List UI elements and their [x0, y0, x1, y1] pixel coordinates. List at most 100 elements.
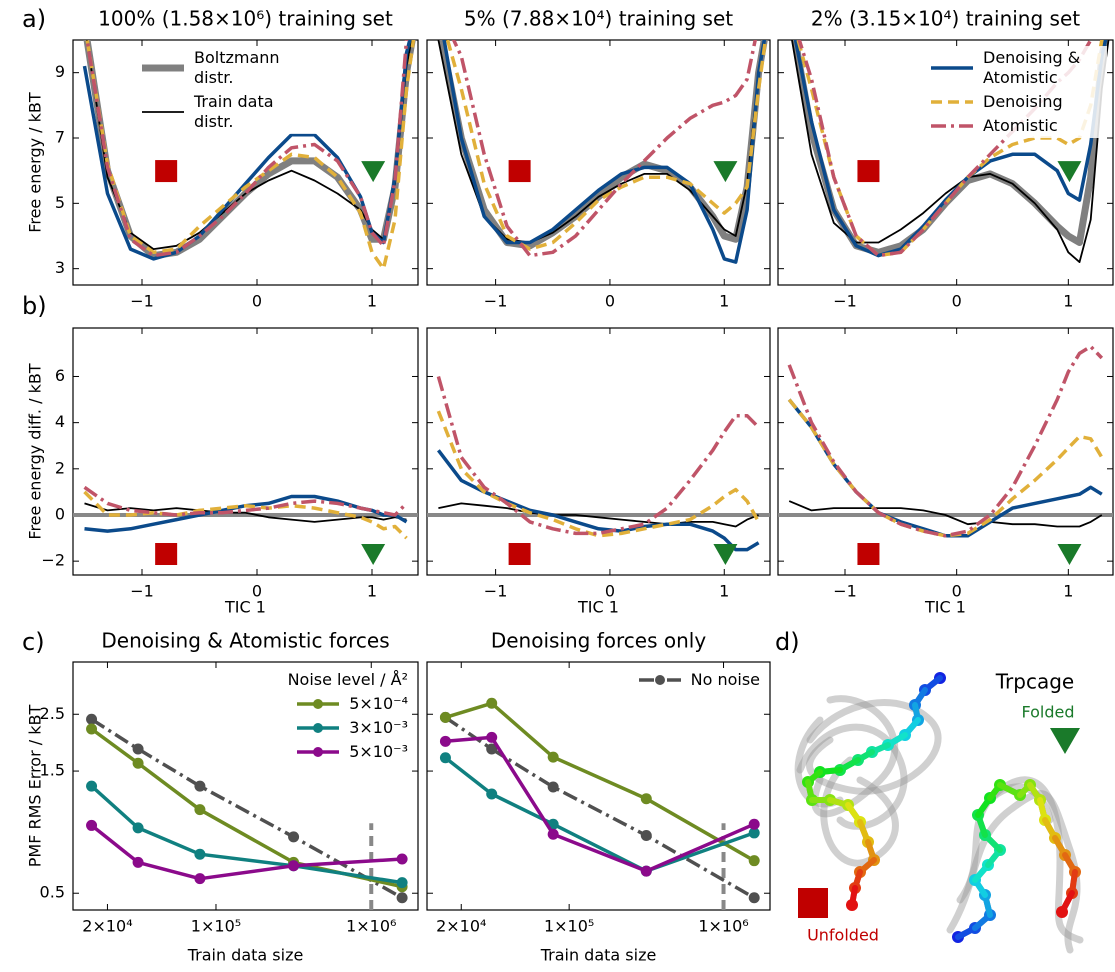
series-line — [90, 717, 403, 900]
legend-label: 5×10⁻⁴ — [349, 694, 408, 713]
data-point — [396, 892, 408, 904]
data-point — [640, 865, 652, 877]
legend-wrap: No noise — [431, 668, 764, 692]
plot-frame — [426, 39, 771, 286]
series-line — [788, 500, 1103, 528]
legend-box: No noise — [632, 668, 764, 692]
folded-label: Folded — [1021, 703, 1074, 722]
series-line — [793, 40, 1108, 258]
data-point — [86, 819, 98, 831]
x-tick-label: −1 — [833, 582, 857, 601]
plot-frame — [777, 327, 1114, 576]
x-tick-label: −1 — [833, 292, 857, 311]
y-tick-label: 2.5 — [40, 704, 65, 723]
x-axis-label: Train data size — [540, 946, 657, 965]
legend-swatch — [297, 699, 340, 709]
legend-point — [313, 699, 324, 709]
chart-title: 100% (1.58×10⁶) training set — [98, 7, 393, 31]
x-tick-label: 1 — [719, 582, 729, 601]
data-point — [547, 781, 559, 793]
chart-title: Denoising & Atomistic forces — [101, 629, 389, 653]
x-tick-label: 1 — [1063, 292, 1073, 311]
x-axis-label: TIC 1 — [924, 598, 966, 617]
data-point — [132, 757, 144, 769]
protein-illustration: Trpcage Folded Unfolded — [794, 670, 1084, 954]
x-tick-label: 2×10⁴ — [436, 917, 486, 936]
y-tick-label: 5 — [55, 193, 65, 212]
legend-label: 5×10⁻³ — [349, 742, 408, 761]
series-line — [445, 40, 768, 251]
residue — [846, 899, 858, 911]
unfolded-marker — [508, 160, 531, 183]
data-point — [439, 735, 451, 747]
legend-entry: 5×10⁻³ — [295, 742, 408, 762]
plot-frame — [72, 39, 419, 286]
legend: Noise level / Å² 5×10⁻⁴ 3×10⁻³ 5×10⁻³ — [77, 668, 412, 764]
unfolded-marker — [798, 888, 828, 918]
legend-box: Noise level / Å² 5×10⁻⁴ 3×10⁻³ 5×10⁻³ — [283, 668, 412, 764]
x-tick-label: 0 — [605, 582, 615, 601]
x-tick-label: 0 — [252, 292, 262, 311]
legend-swatch — [297, 723, 340, 733]
series-line — [787, 344, 1104, 538]
y-tick-label: 1.5 — [40, 761, 65, 780]
data-point — [486, 743, 498, 755]
plot-area — [439, 697, 760, 910]
legend-point — [313, 723, 324, 733]
legend: Boltzmann distr. Train data distr. — [136, 46, 318, 134]
y-tick-label: 0.5 — [40, 883, 65, 902]
x-tick-label: 1 — [367, 292, 377, 311]
unfolded-marker — [155, 160, 178, 183]
legend-title: Noise level / Å² — [287, 670, 408, 689]
data-point — [194, 873, 206, 885]
legend-point — [654, 675, 665, 685]
series-line — [437, 40, 766, 244]
data-point — [396, 853, 408, 865]
data-point — [86, 713, 98, 725]
data-point — [547, 828, 559, 840]
chart-title: 5% (7.88×10⁴) training set — [464, 7, 733, 31]
data-point — [132, 822, 144, 834]
plot-frame — [426, 661, 771, 911]
y-tick-label: 4 — [55, 412, 65, 431]
series-line — [438, 40, 768, 250]
legend-box: Boltzmann distr. Train data distr. — [136, 46, 318, 134]
plot-area — [73, 485, 418, 540]
series-line — [85, 40, 409, 258]
legend-label: Denoising — [983, 92, 1063, 111]
y-axis-label: Free energy diff. / kBT — [26, 363, 45, 539]
legend-wrap: Denoising & Atomistic Denoising Atomistic — [782, 46, 1107, 138]
panel-label: b) — [22, 292, 47, 320]
x-tick-label: 1 — [1063, 582, 1073, 601]
data-point — [132, 743, 144, 755]
legend-wrap: Noise level / Å² 5×10⁻⁴ 3×10⁻³ 5×10⁻³ — [77, 668, 412, 764]
plot-area — [778, 344, 1113, 538]
x-tick-label: −1 — [130, 292, 154, 311]
data-point — [439, 711, 451, 723]
plot-area — [437, 40, 768, 264]
legend-entry: Atomistic — [929, 116, 1103, 136]
data-point — [640, 830, 652, 842]
y-tick-label: 0 — [55, 504, 65, 523]
x-tick-label: 1 — [719, 292, 729, 311]
x-tick-label: 1×10⁵ — [544, 917, 594, 936]
ghost-chain — [946, 790, 1081, 954]
x-tick-label: 1×10⁶ — [346, 917, 396, 936]
x-axis-label: TIC 1 — [224, 598, 266, 617]
data-point — [396, 877, 408, 889]
legend-label: Denoising & Atomistic — [983, 48, 1081, 87]
legend-swatch — [142, 111, 184, 113]
chart-title: 2% (3.15×10⁴) training set — [811, 7, 1080, 31]
data-point — [439, 752, 451, 764]
folded-marker — [1057, 161, 1082, 183]
unfolded-label: Unfolded — [807, 926, 879, 945]
legend-entry: 5×10⁻⁴ — [295, 694, 408, 714]
plot-frame — [777, 39, 1114, 286]
data-point — [748, 855, 760, 867]
data-point — [194, 804, 206, 816]
y-tick-label: 9 — [55, 62, 65, 81]
folded-marker — [361, 161, 386, 183]
x-tick-label: 0 — [605, 292, 615, 311]
legend-entry: Denoising & Atomistic — [929, 48, 1103, 88]
series-line — [84, 494, 408, 533]
